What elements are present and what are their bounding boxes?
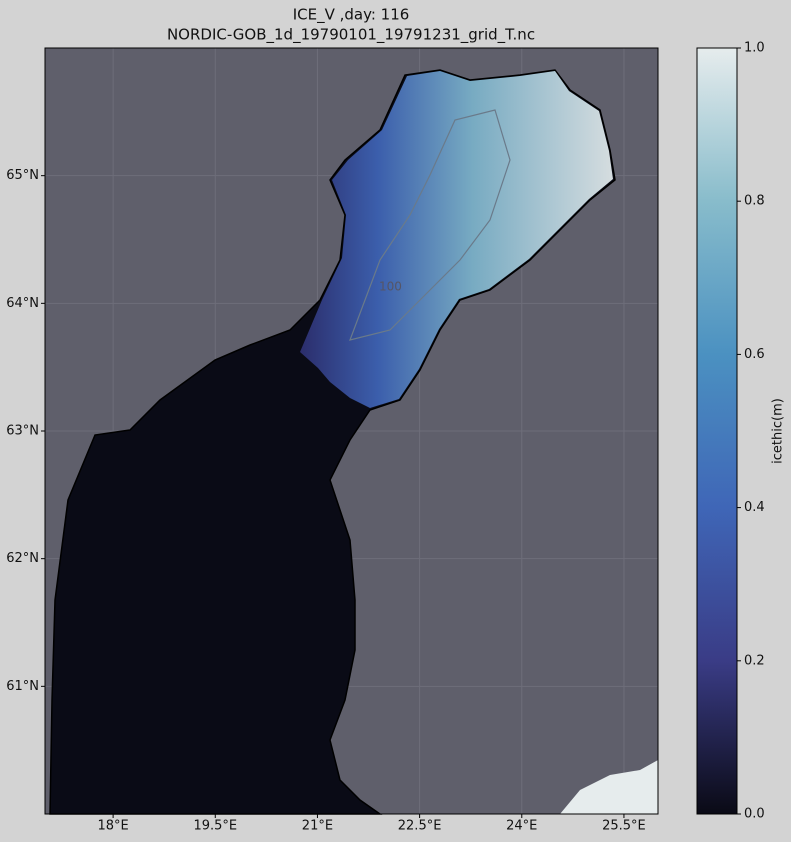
contour-label: 100 [379, 280, 402, 294]
colorbar-tick-label: 0.8 [744, 194, 765, 209]
x-tick-label: 22.5°E [398, 819, 442, 834]
sea-ice [300, 71, 613, 408]
y-tick-label: 63°N [6, 424, 39, 439]
colorbar-tick-label: 0.6 [744, 347, 765, 362]
x-tick-label: 18°E [97, 819, 128, 834]
y-tick-label: 61°N [6, 679, 39, 694]
x-tick-label: 25.5°E [602, 819, 646, 834]
chart-subtitle: NORDIC-GOB_1d_19790101_19791231_grid_T.n… [167, 26, 535, 45]
colorbar-tick-label: 1.0 [744, 41, 765, 56]
y-tick-label: 64°N [6, 296, 39, 311]
colorbar [696, 47, 738, 815]
colorbar-tick-label: 0.4 [744, 500, 765, 515]
x-tick-label: 19.5°E [193, 819, 237, 834]
x-tick-label: 21°E [302, 819, 333, 834]
chart-title: ICE_V ,day: 116 [293, 6, 410, 25]
y-tick-label: 62°N [6, 551, 39, 566]
colorbar-tick-label: 0.0 [744, 807, 765, 822]
y-tick-label: 65°N [6, 168, 39, 183]
colorbar-tick-label: 0.2 [744, 653, 765, 668]
contour [349, 109, 511, 341]
x-tick-label: 24°E [506, 819, 537, 834]
colorbar-label: icethic(m) [771, 398, 786, 464]
gulf-ice [560, 760, 658, 814]
